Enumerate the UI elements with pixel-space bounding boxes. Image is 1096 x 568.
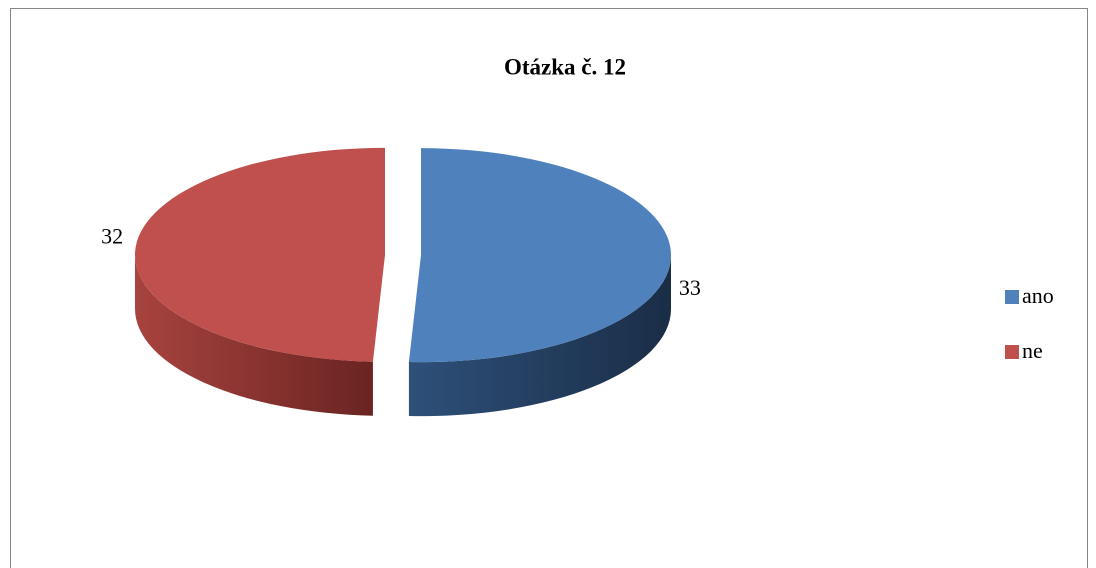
legend-label: ano [1022, 283, 1054, 308]
slice [135, 147, 386, 362]
legend-swatch [1005, 290, 1019, 304]
legend-label: ne [1022, 338, 1043, 363]
slice [408, 148, 671, 363]
data-label: 32 [101, 223, 123, 248]
data-label: 33 [679, 275, 701, 300]
chart-title: Otázka č. 12 [504, 54, 626, 79]
slice-side [135, 254, 373, 416]
slice-side [408, 255, 671, 417]
legend-swatch [1005, 345, 1019, 359]
